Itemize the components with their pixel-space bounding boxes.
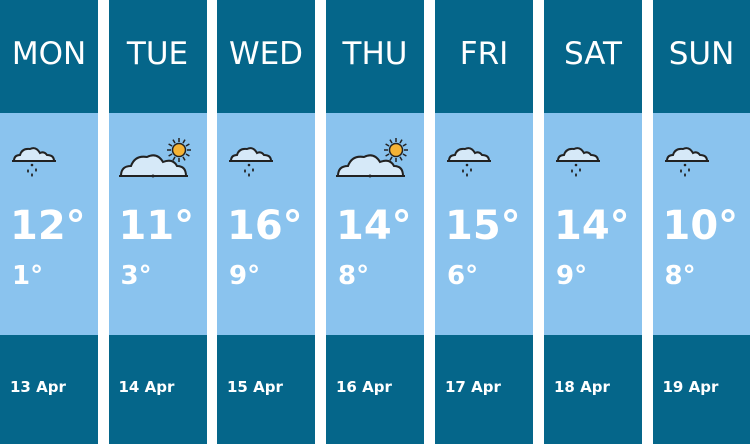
day-weather: 14° 9° xyxy=(544,113,642,335)
day-column-sun[interactable]: SUN 10° 8° 19 Apr xyxy=(652,0,750,444)
low-temp: 8° xyxy=(338,261,370,291)
day-header: SUN xyxy=(652,0,750,113)
date-label: 19 Apr xyxy=(662,378,719,396)
low-temp: 9° xyxy=(229,261,261,291)
high-temp: 16° xyxy=(227,203,303,249)
day-header: MON xyxy=(0,0,98,113)
day-footer: 14 Apr xyxy=(108,335,207,444)
day-name: MON xyxy=(11,36,87,72)
day-name: WED xyxy=(228,36,304,72)
low-temp: 3° xyxy=(120,261,152,291)
day-name: TUE xyxy=(126,36,189,72)
day-column-tue[interactable]: TUE 11° 3° 14 Apr xyxy=(108,0,207,444)
day-weather: 15° 6° xyxy=(435,113,533,335)
day-column-fri[interactable]: FRI 15° 6° 17 Apr xyxy=(435,0,533,444)
day-name: SUN xyxy=(668,36,735,72)
low-temp: 6° xyxy=(447,261,479,291)
day-column-mon[interactable]: MON 12° 1° 13 Apr xyxy=(0,0,98,444)
sun-cloud-icon xyxy=(118,138,197,184)
day-header: WED xyxy=(217,0,315,113)
date-label: 17 Apr xyxy=(445,378,501,396)
day-footer: 17 Apr xyxy=(435,335,533,444)
date-label: 14 Apr xyxy=(118,378,175,396)
day-weather: 16° 9° xyxy=(217,113,315,335)
day-header: FRI xyxy=(435,0,533,113)
day-footer: 16 Apr xyxy=(326,335,424,444)
day-name: THU xyxy=(342,36,408,72)
day-column-sat[interactable]: SAT 14° 9° 18 Apr xyxy=(544,0,642,444)
day-header: THU xyxy=(326,0,424,113)
high-temp: 10° xyxy=(662,203,739,249)
day-name: SAT xyxy=(564,36,622,72)
day-weather: 12° 1° xyxy=(0,113,98,335)
date-label: 15 Apr xyxy=(227,378,283,396)
date-label: 16 Apr xyxy=(336,378,392,396)
low-temp: 1° xyxy=(12,261,44,291)
high-temp: 11° xyxy=(118,203,195,249)
date-label: 13 Apr xyxy=(10,378,66,396)
day-header: TUE xyxy=(108,0,207,113)
day-name: FRI xyxy=(459,36,509,72)
rain-cloud-icon xyxy=(445,143,493,183)
day-weather: 10° 8° xyxy=(652,113,750,335)
day-weather: 14° 8° xyxy=(326,113,424,335)
day-footer: 15 Apr xyxy=(217,335,315,444)
day-footer: 19 Apr xyxy=(652,335,750,444)
low-temp: 9° xyxy=(556,261,588,291)
rain-cloud-icon xyxy=(10,143,58,183)
rain-cloud-icon xyxy=(227,143,275,183)
sun-cloud-icon xyxy=(336,138,414,184)
rain-cloud-icon xyxy=(663,143,711,183)
date-label: 18 Apr xyxy=(554,378,610,396)
day-column-thu[interactable]: THU 14° 8° 16 Apr xyxy=(326,0,424,444)
day-weather: 11° 3° xyxy=(108,113,207,335)
day-header: SAT xyxy=(544,0,642,113)
low-temp: 8° xyxy=(664,261,696,291)
high-temp: 14° xyxy=(554,203,630,249)
high-temp: 12° xyxy=(10,203,86,249)
day-footer: 13 Apr xyxy=(0,335,98,444)
high-temp: 15° xyxy=(445,203,521,249)
day-column-wed[interactable]: WED 16° 9° 15 Apr xyxy=(217,0,315,444)
day-footer: 18 Apr xyxy=(544,335,642,444)
high-temp: 14° xyxy=(336,203,412,249)
rain-cloud-icon xyxy=(554,143,602,183)
